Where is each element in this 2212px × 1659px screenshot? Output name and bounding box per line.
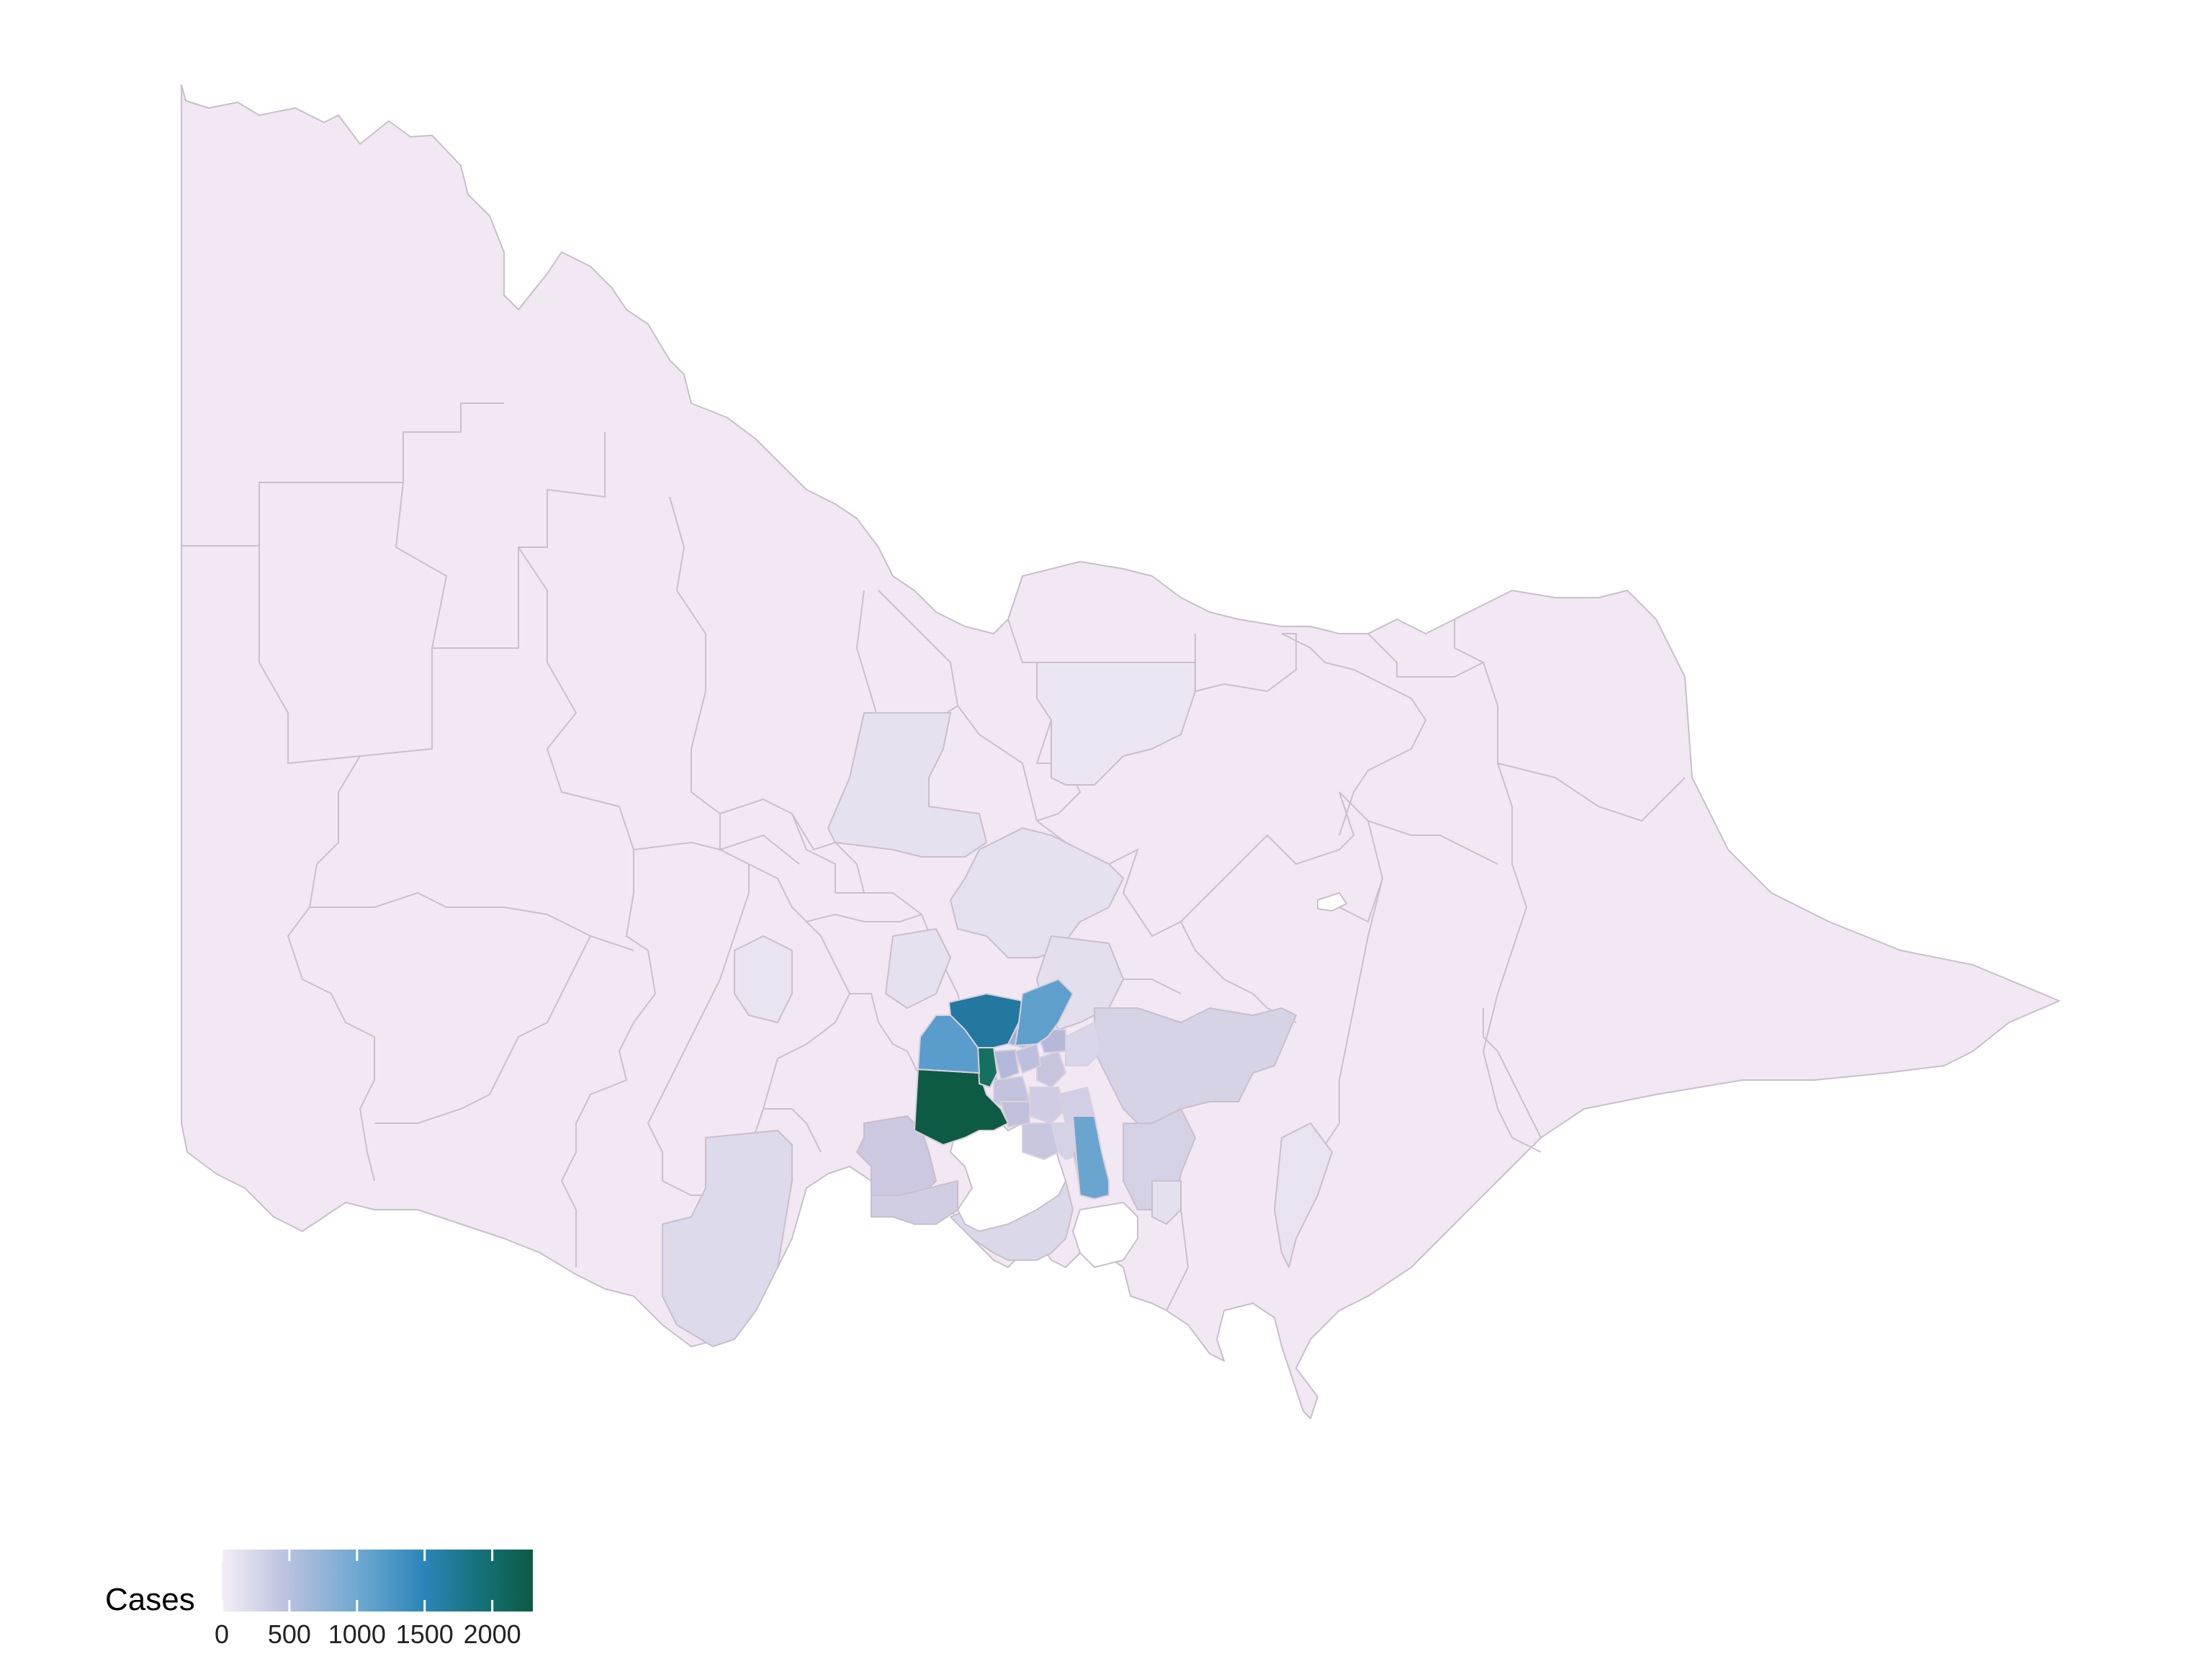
lga-low-shading <box>662 662 1333 1347</box>
legend-tick-label: 1500 <box>396 1619 454 1649</box>
legend-tick-label: 0 <box>215 1619 229 1649</box>
lga-high-shading <box>913 978 1110 1200</box>
legend-color-bar <box>222 1550 533 1611</box>
lga-highlight-blue-south <box>1071 1115 1110 1200</box>
western-port <box>1071 1201 1138 1269</box>
legend-tick-label: 2000 <box>464 1619 521 1649</box>
legend: Cases 0 500 1000 1500 2000 <box>105 1550 533 1649</box>
lga-highlight-blue-north <box>1014 978 1074 1047</box>
lga-highlight-blue-west <box>917 1015 981 1074</box>
legend-tick-label: 1000 <box>328 1619 386 1649</box>
legend-tick-labels: 0 500 1000 1500 2000 <box>215 1619 521 1649</box>
small-lake <box>1317 891 1348 912</box>
legend-tick-marks <box>220 1550 494 1611</box>
legend-tick-label: 500 <box>268 1619 311 1649</box>
legend-title: Cases <box>105 1582 195 1617</box>
lga-highlight-darkest <box>913 1068 1010 1146</box>
